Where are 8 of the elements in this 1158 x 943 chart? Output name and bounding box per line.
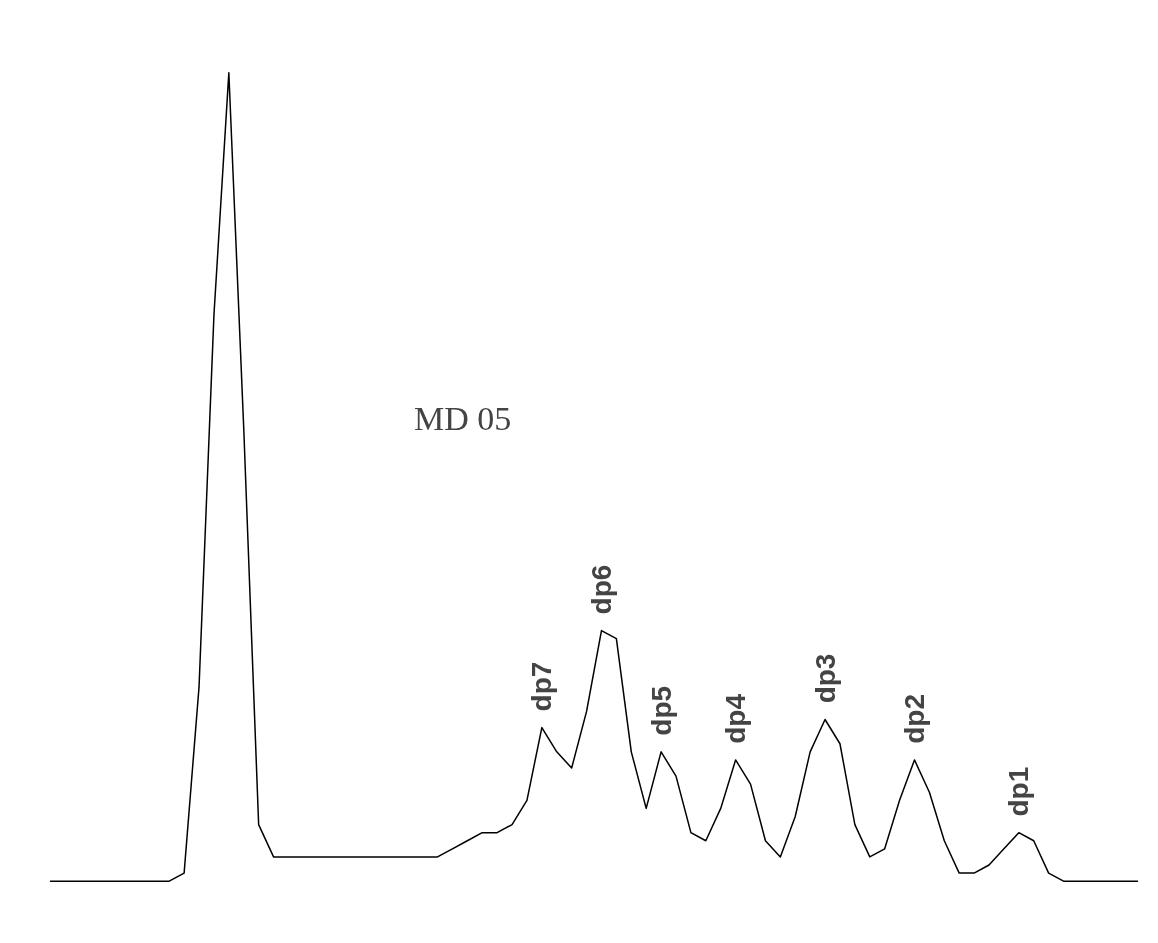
annotation: dp5 [645,685,677,736]
annotation: dp1 [1003,766,1035,817]
annotation: dp2 [898,693,930,744]
annotation: dp6 [585,564,617,615]
annotation: MD 05 [413,399,512,437]
annotation: dp7 [526,661,558,712]
annotation: dp4 [720,693,752,744]
annotation: dp3 [809,653,841,704]
